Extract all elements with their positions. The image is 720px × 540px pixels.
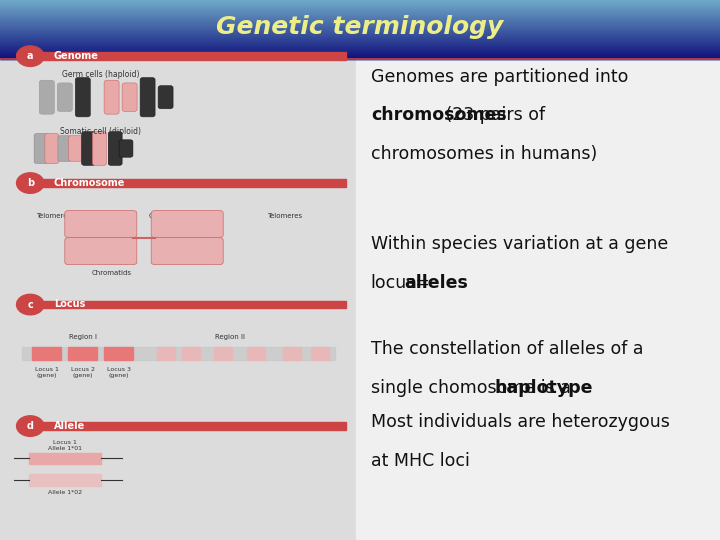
Text: haplotype: haplotype	[495, 379, 593, 397]
Bar	[22, 347, 335, 360]
Bar	[157, 347, 174, 360]
FancyBboxPatch shape	[45, 133, 59, 164]
Bar	[68, 347, 97, 360]
Text: c: c	[27, 300, 33, 309]
Text: single chomosome is a: single chomosome is a	[371, 379, 576, 397]
FancyBboxPatch shape	[76, 78, 90, 117]
Text: Germ cells (haploid): Germ cells (haploid)	[62, 70, 140, 79]
FancyBboxPatch shape	[34, 133, 48, 164]
Text: alleles: alleles	[405, 274, 469, 292]
FancyBboxPatch shape	[65, 211, 137, 238]
Text: b: b	[27, 178, 34, 188]
Text: Locus 1
Allele 1*01: Locus 1 Allele 1*01	[48, 440, 82, 451]
FancyBboxPatch shape	[151, 211, 223, 238]
FancyBboxPatch shape	[40, 80, 54, 114]
Bar	[181, 347, 200, 360]
Text: locus=: locus=	[371, 274, 431, 292]
FancyBboxPatch shape	[104, 80, 119, 114]
Text: chromosomes: chromosomes	[371, 106, 507, 124]
Bar	[32, 347, 61, 360]
FancyBboxPatch shape	[151, 238, 223, 265]
Text: a: a	[27, 51, 34, 61]
Bar	[215, 347, 232, 360]
Text: chromosomes in humans): chromosomes in humans)	[371, 145, 597, 163]
Text: Chromatids: Chromatids	[91, 269, 132, 276]
Bar	[29, 453, 101, 464]
Text: d: d	[27, 421, 34, 431]
Text: at MHC loci: at MHC loci	[371, 452, 469, 470]
FancyBboxPatch shape	[92, 132, 107, 165]
Circle shape	[17, 173, 44, 193]
Text: Most individuals are heterozygous: Most individuals are heterozygous	[371, 413, 670, 431]
Text: Within species variation at a gene: Within species variation at a gene	[371, 235, 668, 253]
Text: Telomeres: Telomeres	[37, 213, 71, 219]
FancyBboxPatch shape	[58, 136, 72, 161]
Bar	[104, 347, 133, 360]
Bar	[18, 52, 346, 60]
Text: Locus 2
(gene): Locus 2 (gene)	[71, 367, 95, 378]
Bar	[246, 347, 265, 360]
FancyBboxPatch shape	[140, 78, 155, 117]
Text: Locus 3
(gene): Locus 3 (gene)	[107, 367, 131, 378]
FancyBboxPatch shape	[58, 83, 72, 111]
FancyBboxPatch shape	[122, 83, 137, 111]
Bar	[18, 301, 346, 308]
Circle shape	[17, 416, 44, 436]
Text: The constellation of alleles of a: The constellation of alleles of a	[371, 340, 643, 358]
FancyBboxPatch shape	[68, 136, 83, 161]
Text: Allele 1*02: Allele 1*02	[48, 490, 82, 495]
FancyBboxPatch shape	[108, 132, 122, 165]
Text: Region II: Region II	[215, 334, 246, 340]
Bar	[0, 59, 356, 540]
Text: Chromosome: Chromosome	[54, 178, 125, 187]
Circle shape	[17, 294, 44, 315]
Text: (23 pairs of: (23 pairs of	[441, 106, 546, 124]
FancyBboxPatch shape	[81, 132, 96, 165]
Text: Centromere: Centromere	[148, 213, 190, 219]
FancyBboxPatch shape	[65, 238, 137, 265]
Bar	[18, 179, 346, 187]
Circle shape	[17, 46, 44, 66]
Text: Somatic cell (diploid): Somatic cell (diploid)	[60, 127, 141, 136]
Text: Genetic terminology: Genetic terminology	[217, 15, 503, 39]
Text: Genomes are partitioned into: Genomes are partitioned into	[371, 68, 628, 85]
Bar	[18, 422, 346, 430]
Bar	[356, 59, 720, 540]
FancyBboxPatch shape	[119, 140, 133, 157]
Text: Region I: Region I	[69, 334, 96, 340]
Text: Locus 1
(gene): Locus 1 (gene)	[35, 367, 59, 378]
Text: Telomeres: Telomeres	[267, 213, 302, 219]
FancyBboxPatch shape	[158, 86, 173, 109]
Text: Locus: Locus	[54, 299, 86, 309]
Text: Genome: Genome	[54, 51, 99, 60]
Bar	[283, 347, 301, 360]
Bar	[29, 474, 101, 486]
Text: Allele: Allele	[54, 421, 85, 430]
Bar	[311, 347, 329, 360]
